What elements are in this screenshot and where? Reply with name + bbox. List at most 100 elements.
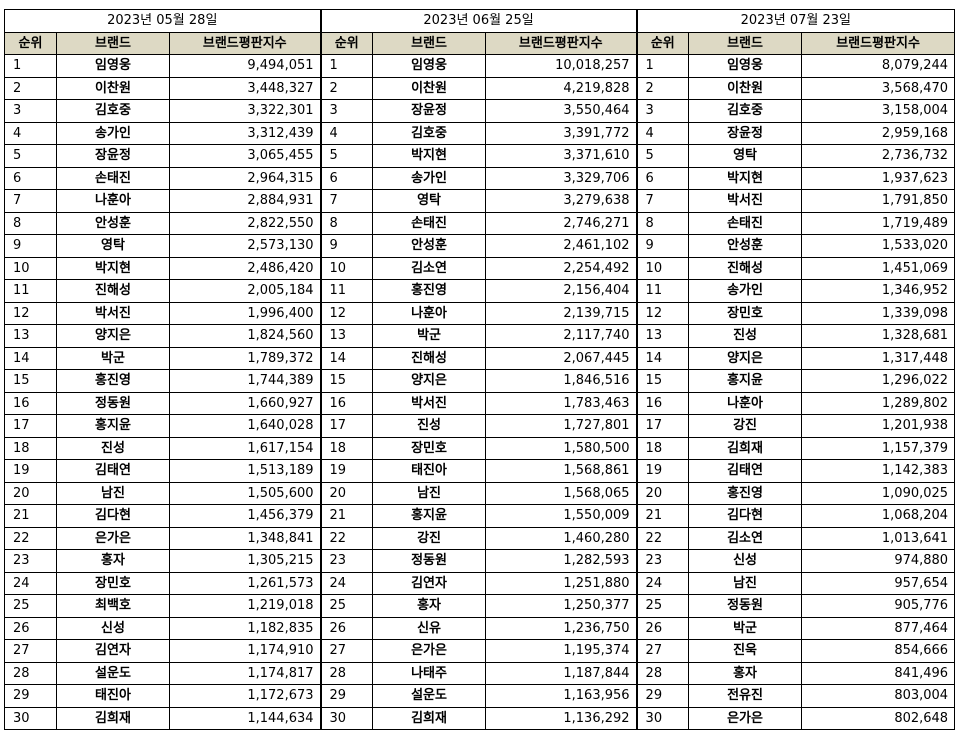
brand-cell: 진해성 xyxy=(688,256,803,280)
brand-cell: 임영웅 xyxy=(372,54,487,78)
rank-cell: 10 xyxy=(4,256,57,280)
brand-reputation-table: 2023년 05월 28일 2023년 06월 25일 2023년 07월 23… xyxy=(3,9,956,730)
rank-cell: 7 xyxy=(635,189,690,213)
score-cell: 957,654 xyxy=(801,571,956,595)
rank-cell: 15 xyxy=(635,369,690,393)
score-cell: 1,505,600 xyxy=(168,481,322,505)
rank-cell: 16 xyxy=(635,391,690,415)
brand-cell: 김연자 xyxy=(372,571,487,595)
rank-cell: 13 xyxy=(4,324,57,348)
score-cell: 1,251,880 xyxy=(485,571,638,595)
rank-cell: 24 xyxy=(319,571,374,595)
score-cell: 1,937,623 xyxy=(801,166,956,190)
rank-cell: 8 xyxy=(319,211,374,235)
table-row: 22 은가은 1,348,841 22 강진 1,460,280 22 김소연 1,013,64… xyxy=(4,526,956,550)
brand-cell: 나태주 xyxy=(372,661,487,685)
rank-cell: 26 xyxy=(4,616,57,640)
score-cell: 8,079,244 xyxy=(801,54,956,78)
rank-cell: 13 xyxy=(319,324,374,348)
brand-cell: 신성 xyxy=(688,549,803,573)
score-cell: 2,254,492 xyxy=(485,256,638,280)
rank-cell: 28 xyxy=(635,661,690,685)
score-cell: 1,068,204 xyxy=(801,504,956,528)
brand-cell: 손태진 xyxy=(688,211,803,235)
brand-cell: 진성 xyxy=(56,436,170,460)
score-cell: 3,568,470 xyxy=(801,76,956,100)
rank-cell: 21 xyxy=(635,504,690,528)
rank-cell: 12 xyxy=(4,301,57,325)
score-cell: 4,219,828 xyxy=(485,76,638,100)
brand-cell: 김희재 xyxy=(56,706,170,730)
score-cell: 1,282,593 xyxy=(485,549,638,573)
score-cell: 1,783,463 xyxy=(485,391,638,415)
rank-cell: 18 xyxy=(319,436,374,460)
score-cell: 2,964,315 xyxy=(168,166,322,190)
brand-cell: 이찬원 xyxy=(688,76,803,100)
table-row: 26 신성 1,182,835 26 신유 1,236,750 26 박군 877,464 xyxy=(4,616,956,640)
brand-cell: 나훈아 xyxy=(56,189,170,213)
brand-cell: 신유 xyxy=(372,616,487,640)
table-row: 1 임영웅 9,494,051 1 임영웅 10,018,257 1 임영웅 8,079,244 xyxy=(4,54,956,78)
brand-cell: 영탁 xyxy=(372,189,487,213)
score-cell: 10,018,257 xyxy=(485,54,638,78)
brand-cell: 장민호 xyxy=(688,301,803,325)
rank-cell: 6 xyxy=(4,166,57,190)
brand-cell: 진욱 xyxy=(688,639,803,663)
score-cell: 2,486,420 xyxy=(168,256,322,280)
score-cell: 1,163,956 xyxy=(485,684,638,708)
score-cell: 1,568,861 xyxy=(485,459,638,483)
brand-cell: 홍지윤 xyxy=(56,414,170,438)
score-cell: 2,117,740 xyxy=(485,324,638,348)
rank-cell: 11 xyxy=(4,279,57,303)
rank-cell: 28 xyxy=(319,661,374,685)
brand-cell: 임영웅 xyxy=(688,54,803,78)
rank-cell: 7 xyxy=(319,189,374,213)
brand-cell: 진해성 xyxy=(372,346,487,370)
brand-cell: 박서진 xyxy=(56,301,170,325)
rank-cell: 4 xyxy=(4,121,57,145)
brand-cell: 정동원 xyxy=(372,549,487,573)
brand-cell: 김호중 xyxy=(688,99,803,123)
rank-cell: 24 xyxy=(635,571,690,595)
rank-cell: 22 xyxy=(635,526,690,550)
brand-cell: 장민호 xyxy=(372,436,487,460)
brand-cell: 박지현 xyxy=(688,166,803,190)
rank-cell: 21 xyxy=(319,504,374,528)
score-cell: 2,573,130 xyxy=(168,234,322,258)
brand-cell: 송가인 xyxy=(372,166,487,190)
score-cell: 1,727,801 xyxy=(485,414,638,438)
table-row: 15 홍진영 1,744,389 15 양지은 1,846,516 15 홍지윤 1,296,0… xyxy=(4,369,956,393)
score-cell: 2,067,445 xyxy=(485,346,638,370)
rank-cell: 25 xyxy=(4,594,57,618)
score-cell: 974,880 xyxy=(801,549,956,573)
rank-cell: 16 xyxy=(4,391,57,415)
score-cell: 1,090,025 xyxy=(801,481,956,505)
score-cell: 2,156,404 xyxy=(485,279,638,303)
score-cell: 1,996,400 xyxy=(168,301,322,325)
score-cell: 1,568,065 xyxy=(485,481,638,505)
brand-cell: 박군 xyxy=(688,616,803,640)
rank-cell: 4 xyxy=(635,121,690,145)
rank-cell: 27 xyxy=(4,639,57,663)
rank-cell: 1 xyxy=(4,54,57,78)
brand-cell: 장윤정 xyxy=(688,121,803,145)
score-cell: 1,348,841 xyxy=(168,526,322,550)
brand-cell: 송가인 xyxy=(688,279,803,303)
brand-header: 브랜드 xyxy=(56,31,170,55)
score-cell: 1,317,448 xyxy=(801,346,956,370)
brand-cell: 영탁 xyxy=(56,234,170,258)
score-cell: 854,666 xyxy=(801,639,956,663)
score-cell: 1,533,020 xyxy=(801,234,956,258)
brand-cell: 홍지윤 xyxy=(372,504,487,528)
rank-cell: 26 xyxy=(635,616,690,640)
rank-cell: 10 xyxy=(319,256,374,280)
rank-header: 순위 xyxy=(635,31,690,55)
score-cell: 1,451,069 xyxy=(801,256,956,280)
score-cell: 1,174,817 xyxy=(168,661,322,685)
brand-cell: 은가은 xyxy=(56,526,170,550)
rank-cell: 21 xyxy=(4,504,57,528)
rank-cell: 17 xyxy=(635,414,690,438)
rank-cell: 2 xyxy=(319,76,374,100)
score-cell: 2,822,550 xyxy=(168,211,322,235)
rank-cell: 12 xyxy=(635,301,690,325)
